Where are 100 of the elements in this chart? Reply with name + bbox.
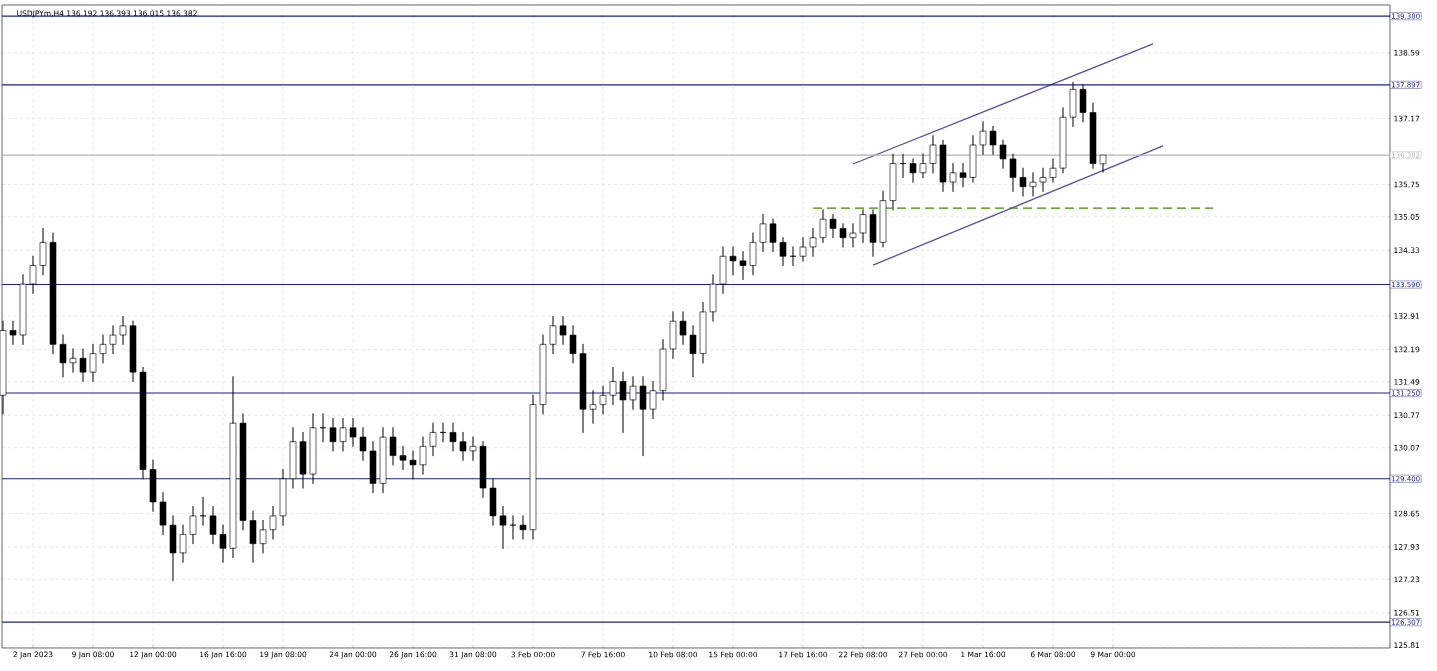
candlestick: [709, 274, 717, 322]
candlestick: [939, 139, 947, 192]
candlestick: [369, 441, 377, 494]
candlestick: [289, 427, 297, 489]
candlestick: [99, 334, 107, 364]
candlestick: [229, 376, 237, 559]
candlestick: [639, 376, 647, 457]
candlestick: [69, 348, 77, 373]
candlestick: [699, 302, 707, 364]
candlestick: [259, 520, 267, 554]
candlestick: [689, 325, 697, 378]
candlestick: [829, 214, 837, 239]
candlestick: [569, 325, 577, 364]
candlestick: [49, 232, 57, 355]
candlestick: [419, 436, 427, 475]
candlestick: [1069, 81, 1077, 127]
candlestick: [339, 418, 347, 452]
candlestick: [559, 316, 567, 345]
candlestick: [679, 311, 687, 345]
candlestick: [109, 325, 117, 355]
candlestick: [539, 334, 547, 415]
candlestick: [909, 158, 917, 183]
candlestick: [59, 334, 67, 378]
candlestick: [279, 469, 287, 526]
candlestick: [449, 422, 457, 452]
candlestick: [769, 218, 777, 253]
candlestick: [1029, 172, 1037, 197]
candlestick: [9, 320, 17, 345]
candlestick: [919, 153, 927, 178]
candlestick: [719, 246, 727, 294]
candlestick: [89, 343, 97, 382]
candlestick: [629, 376, 637, 410]
candlestick: [499, 506, 507, 549]
candlestick: [579, 343, 587, 433]
candlestick: [849, 223, 857, 248]
candlestick: [489, 478, 497, 526]
candlestick: [379, 427, 387, 494]
candlestick: [969, 135, 977, 183]
candlestick: [219, 524, 227, 563]
candlestick: [189, 506, 197, 545]
candlestick: [399, 445, 407, 470]
candlestick: [29, 255, 37, 294]
candlestick: [79, 348, 87, 382]
candlestick: [409, 450, 417, 480]
candlestick: [1009, 153, 1017, 192]
candlestick: [759, 214, 767, 253]
candlestick: [469, 436, 477, 461]
candlestick: [1079, 84, 1087, 123]
candlestick: [359, 427, 367, 461]
candlestick: [479, 441, 487, 498]
candlestick: [179, 524, 187, 563]
candlestick: [589, 390, 597, 424]
candlestick: [819, 209, 827, 243]
candlestick: [159, 492, 167, 535]
candlestick: [949, 163, 957, 192]
candlestick: [349, 418, 357, 447]
candlestick: [879, 190, 887, 248]
candlestick: [609, 367, 617, 406]
candlestick: [519, 515, 527, 540]
candlestick: [749, 232, 757, 276]
candlestick: [239, 413, 247, 531]
candlestick: [119, 316, 127, 345]
candlestick: [1049, 158, 1057, 183]
candlestick: [529, 394, 537, 540]
candlestick: [989, 125, 997, 155]
candlestick: [389, 427, 397, 466]
candlestick: [619, 371, 627, 433]
candlestick: [1099, 154, 1107, 173]
candlestick: [269, 506, 277, 540]
candlestick: [149, 459, 157, 512]
candlestick: [599, 385, 607, 415]
candlestick: [889, 153, 897, 211]
candlestick: [1019, 167, 1027, 197]
candlestick: [929, 135, 937, 174]
candlestick: [169, 515, 177, 582]
candlestick: [249, 510, 257, 563]
candlestick: [839, 223, 847, 248]
candlestick: [429, 422, 437, 457]
candlestick: [309, 413, 317, 484]
candlestick: [209, 506, 217, 545]
candlestick: [869, 209, 877, 257]
candlestick: [999, 139, 1007, 169]
candlestick: [669, 311, 677, 359]
candlestick: [739, 251, 747, 280]
candlestick: [859, 209, 867, 243]
candlestick: [779, 237, 787, 267]
candlestick: [199, 496, 207, 526]
candlestick: [659, 339, 667, 401]
candlestick: [1089, 102, 1097, 169]
candlestick: [329, 418, 337, 452]
candlestick: [729, 246, 737, 276]
candlestick: [139, 367, 147, 480]
candlestick: [129, 320, 137, 382]
candlestick: [459, 431, 467, 461]
candlestick: [959, 163, 967, 188]
candlestick: [39, 227, 47, 276]
candlestick: [1059, 107, 1067, 174]
candlestick: [549, 316, 557, 355]
candlestick: [799, 237, 807, 262]
candlestick: [299, 431, 307, 489]
